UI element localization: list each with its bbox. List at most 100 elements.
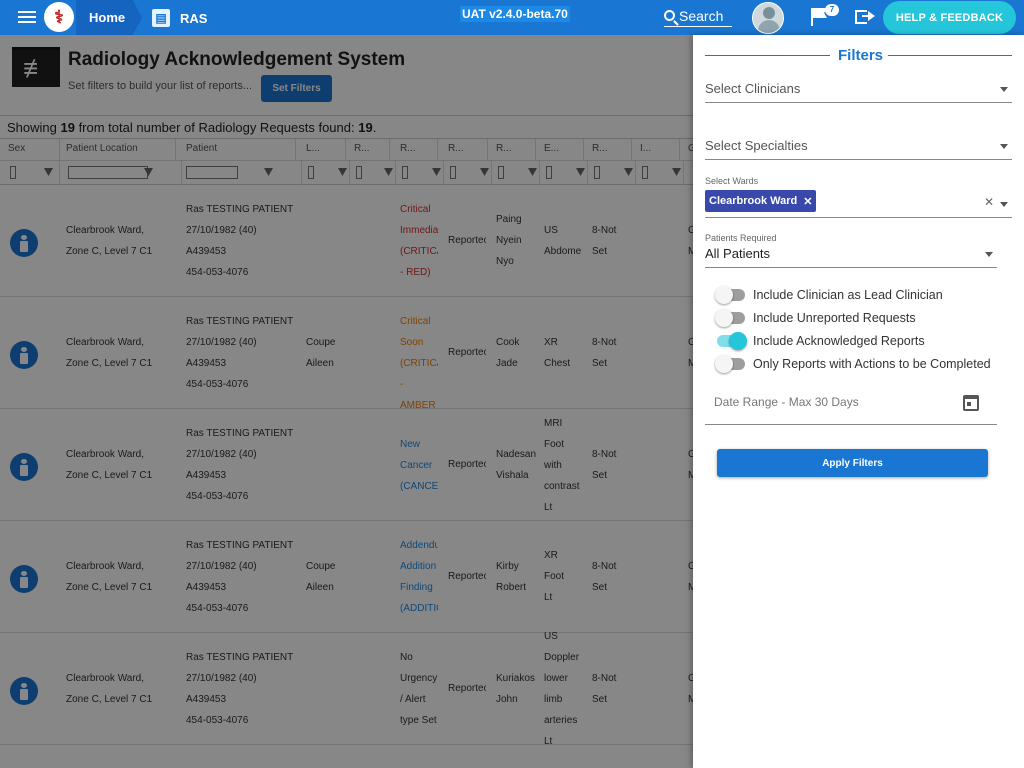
specialties-select[interactable]: Select Specialties — [705, 138, 1012, 160]
filter-icon[interactable] — [338, 168, 347, 176]
column-header[interactable]: I... — [636, 139, 680, 161]
lead-clinician: Coupe Aileen — [306, 561, 336, 593]
filters-panel: Filters Select Clinicians Select Special… — [693, 35, 1024, 768]
patient-location: Clearbrook Ward, Zone C, Level 7 C1 — [66, 561, 153, 593]
chevron-down-icon — [1000, 144, 1008, 149]
exam: XR Chest — [544, 337, 571, 369]
patient-location: Clearbrook Ward, Zone C, Level 7 C1 — [66, 337, 153, 369]
filter-icon[interactable] — [528, 168, 537, 176]
wards-select[interactable] — [705, 187, 1012, 218]
column-header[interactable]: Patient Location — [62, 139, 176, 161]
column-header[interactable]: R... — [492, 139, 536, 161]
user-avatar[interactable] — [752, 2, 784, 34]
specialties-placeholder: Select Specialties — [705, 138, 808, 153]
filter-icon[interactable] — [44, 168, 53, 176]
set-filters-button[interactable]: Set Filters — [261, 75, 332, 102]
column-filter-input[interactable] — [402, 166, 408, 179]
radiologist: Cook Jade — [496, 337, 520, 369]
filter-icon[interactable] — [384, 168, 393, 176]
page-title: Radiology Acknowledgement System — [68, 49, 406, 70]
menu-icon[interactable] — [18, 9, 36, 25]
column-filter-input[interactable] — [642, 166, 648, 179]
patient-details: Ras TESTING PATIENT 27/10/1982 (40) A439… — [186, 204, 294, 278]
column-header[interactable]: Sex — [4, 139, 60, 161]
filter-icon[interactable] — [144, 168, 153, 176]
patient-male-icon — [10, 341, 38, 369]
filter-icon[interactable] — [480, 168, 489, 176]
breadcrumb-home[interactable]: Home — [76, 0, 142, 35]
toggle-unreported[interactable]: Include Unreported Requests — [715, 308, 916, 328]
column-filter-input[interactable] — [546, 166, 552, 179]
column-header[interactable]: Patient — [182, 139, 296, 161]
logout-icon[interactable] — [855, 8, 877, 26]
table-row[interactable]: Clearbrook Ward, Zone C, Level 7 C1 Ras … — [0, 631, 1024, 745]
ward-chip[interactable]: Clearbrook Ward ✕ — [705, 190, 817, 212]
priority: Critical Soon (CRITICA - AMBER — [400, 316, 438, 411]
app-logo-icon[interactable]: ⚕ — [44, 2, 74, 32]
priority: Addendu Addition Finding (ADDITIC — [400, 540, 438, 614]
filter-icon[interactable] — [264, 168, 273, 176]
radiologist: Kuriakos John — [496, 673, 535, 705]
column-filter-input[interactable] — [10, 166, 16, 179]
filter-icon[interactable] — [624, 168, 633, 176]
toggle-switch[interactable] — [715, 309, 745, 327]
toggle-switch[interactable] — [715, 355, 745, 373]
toggle-lead-clinician[interactable]: Include Clinician as Lead Clinician — [715, 285, 943, 305]
priority: Critical Immedia (CRITICA - RED) — [400, 204, 438, 278]
calendar-icon[interactable] — [963, 395, 979, 411]
table-row[interactable]: Clearbrook Ward, Zone C, Level 7 C1 Ras … — [0, 185, 1024, 297]
column-filter-input[interactable] — [594, 166, 600, 179]
column-filter-input[interactable] — [450, 166, 456, 179]
column-filter-input[interactable] — [498, 166, 504, 179]
results-summary: Showing 19 from total number of Radiolog… — [0, 115, 1024, 139]
column-header[interactable]: E... — [540, 139, 584, 161]
ward-chip-label: Clearbrook Ward — [709, 195, 798, 207]
toggle-switch[interactable] — [717, 332, 747, 350]
column-filter-input[interactable] — [356, 166, 362, 179]
breadcrumb-ras[interactable]: ▤ RAS — [152, 7, 207, 29]
table-row[interactable]: Clearbrook Ward, Zone C, Level 7 C1 Ras … — [0, 521, 1024, 633]
toggle-label: Only Reports with Actions to be Complete… — [753, 357, 991, 371]
clear-icon[interactable]: ✕ — [984, 195, 995, 209]
column-header[interactable]: G — [688, 143, 696, 154]
clinicians-select[interactable]: Select Clinicians — [705, 81, 1012, 103]
patient-details: Ras TESTING PATIENT 27/10/1982 (40) A439… — [186, 652, 294, 726]
row-extra: G M — [688, 561, 696, 593]
page-subtitle: Set filters to build your list of report… — [68, 80, 253, 92]
column-header[interactable]: R... — [444, 139, 488, 161]
help-feedback-button[interactable]: HELP & FEEDBACK — [883, 1, 1016, 34]
apply-filters-button[interactable]: Apply Filters — [717, 449, 988, 477]
table-row[interactable]: Clearbrook Ward, Zone C, Level 7 C1 Ras … — [0, 409, 1024, 521]
results-total: 19 — [358, 120, 373, 135]
column-filter-input[interactable] — [186, 166, 238, 179]
toggle-acknowledged[interactable]: Include Acknowledged Reports — [717, 331, 925, 351]
row-extra: G M — [688, 337, 696, 369]
filter-icon[interactable] — [432, 168, 441, 176]
search-button[interactable]: Search — [664, 5, 732, 27]
chip-remove-icon[interactable]: ✕ — [803, 195, 813, 208]
patient-location: Clearbrook Ward, Zone C, Level 7 C1 — [66, 225, 153, 257]
patient-male-icon — [10, 677, 38, 705]
patients-required-value: All Patients — [705, 246, 771, 261]
patient-male-icon — [10, 229, 38, 257]
patients-required-select[interactable]: All Patients — [705, 246, 997, 268]
toggle-switch[interactable] — [715, 286, 745, 304]
modal-backdrop[interactable] — [0, 35, 693, 768]
column-filter-input[interactable] — [308, 166, 314, 179]
filter-icon[interactable] — [576, 168, 585, 176]
column-header[interactable]: R... — [588, 139, 632, 161]
filters-title: Filters — [838, 47, 884, 64]
row-extra: G M — [688, 673, 696, 705]
table-row[interactable]: Clearbrook Ward, Zone C, Level 7 C1 Ras … — [0, 297, 1024, 411]
column-header[interactable]: R... — [396, 139, 438, 161]
filter-icon[interactable] — [672, 168, 681, 176]
patient-male-icon — [10, 453, 38, 481]
patients-required-label: Patients Required — [705, 233, 777, 243]
ack-status: 8-Not Set — [592, 337, 617, 369]
flag-notifications-icon[interactable] — [808, 6, 832, 28]
toggle-actions[interactable]: Only Reports with Actions to be Complete… — [715, 354, 991, 374]
column-header[interactable]: R... — [350, 139, 390, 161]
column-header[interactable]: L... — [302, 139, 346, 161]
date-range-input[interactable]: Date Range - Max 30 Days — [705, 385, 997, 425]
notification-badge: 7 — [825, 4, 839, 16]
